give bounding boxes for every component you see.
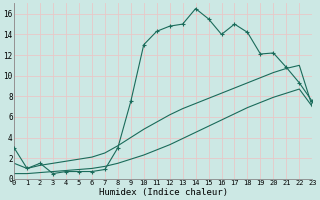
X-axis label: Humidex (Indice chaleur): Humidex (Indice chaleur) [99,188,228,197]
